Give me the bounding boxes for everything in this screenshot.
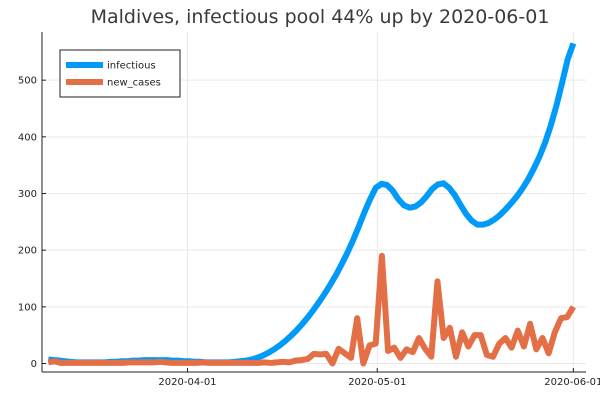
y-tick-label: 100 (18, 302, 37, 313)
x-tick-label: 2020-04-01 (158, 377, 216, 388)
y-tick-label: 0 (31, 359, 37, 370)
y-tick-label: 400 (18, 132, 37, 143)
legend-label-infectious: infectious (107, 61, 156, 72)
chart-title: Maldives, infectious pool 44% up by 2020… (91, 6, 550, 28)
y-tick-label: 200 (18, 246, 37, 257)
axes: 0 100 200 300 400 500 2020-04-01 2020-05-01 2020… (18, 32, 600, 388)
x-tick-label: 2020-05-01 (348, 377, 406, 388)
y-tick-label: 500 (18, 76, 37, 87)
series-layer (47, 42, 577, 367)
x-tick-label: 2020-06-01 (544, 377, 600, 388)
legend[interactable]: infectious new_cases (59, 49, 181, 98)
legend-box (59, 49, 181, 98)
y-tick-label: 300 (18, 189, 37, 200)
series-line-new-cases (47, 252, 576, 367)
legend-label-new-cases: new_cases (107, 78, 161, 89)
